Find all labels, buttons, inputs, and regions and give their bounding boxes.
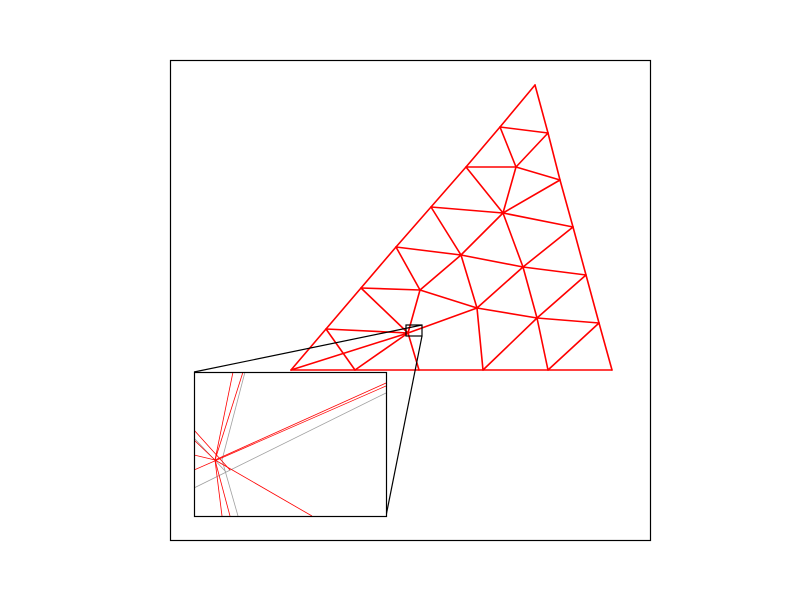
inset-mesh-edge <box>214 459 231 516</box>
mesh-edge <box>536 274 587 319</box>
zoom-connector-bottom <box>385 335 423 517</box>
mesh-edge <box>460 254 478 309</box>
inset-mesh-edge <box>214 372 234 461</box>
inset-mesh-edge <box>194 454 216 461</box>
mesh-edge <box>407 289 421 334</box>
inset-reference-edge <box>194 392 386 489</box>
mesh-edge <box>325 287 362 330</box>
mesh-edge <box>559 179 574 228</box>
mesh-edge <box>536 317 549 371</box>
mesh-edge <box>290 332 409 371</box>
mesh-edge <box>360 287 409 334</box>
mesh-edge <box>290 328 327 371</box>
mesh-edge <box>534 84 549 134</box>
mesh-edge <box>360 246 397 289</box>
mesh-edge <box>547 132 561 181</box>
inset-mesh-edge <box>214 372 244 461</box>
mesh-edge <box>476 266 524 309</box>
inset-mesh-edge <box>214 382 386 461</box>
mesh-edge <box>499 126 549 134</box>
mesh-edge <box>419 254 462 291</box>
mesh-edge <box>502 166 517 214</box>
zoom-inset <box>193 371 388 518</box>
inset-mesh-edge <box>194 385 386 471</box>
inset-background <box>194 372 386 516</box>
mesh-edge <box>395 206 432 248</box>
inset-mesh-edge <box>214 459 313 516</box>
mesh-edge <box>522 226 574 268</box>
mesh-edge <box>502 212 574 228</box>
axes-frame <box>169 59 652 542</box>
zoom-connector-top <box>193 324 423 373</box>
mesh-edge <box>395 246 421 291</box>
inset-reference-edge <box>221 372 246 461</box>
mesh-edge <box>499 126 517 168</box>
mesh-edge <box>460 212 504 256</box>
inset-mesh-detail <box>194 372 386 516</box>
mesh-edge <box>430 166 467 208</box>
mesh-edge <box>572 226 587 276</box>
mesh-edge <box>465 126 501 168</box>
zoom-region-box <box>405 324 423 337</box>
inset-reference-edge <box>221 459 239 516</box>
mesh-edge <box>499 84 536 128</box>
mesh-edge <box>325 328 409 334</box>
mesh-edge <box>536 317 600 324</box>
mesh-edge <box>325 328 356 371</box>
mesh-edge <box>598 322 613 371</box>
mesh-edge <box>515 132 549 168</box>
mesh-edge <box>502 212 524 268</box>
mesh-edge <box>585 274 600 324</box>
mesh-edge <box>465 166 504 214</box>
mesh-edge <box>502 179 561 214</box>
inset-mesh-edge <box>194 439 216 461</box>
inset-frame <box>193 371 388 518</box>
mesh-edge <box>522 266 538 319</box>
mesh-edge <box>547 322 600 371</box>
mesh-edge <box>407 332 420 371</box>
mesh-edge <box>515 166 561 181</box>
mesh-edge <box>522 266 587 276</box>
mesh-edge <box>476 307 538 319</box>
mesh-edge <box>360 287 421 291</box>
inset-mesh-edge <box>214 459 223 516</box>
mesh-edge <box>482 317 538 371</box>
mesh-edge <box>430 206 462 256</box>
mesh-edge <box>476 307 484 371</box>
mesh-edge <box>430 206 504 214</box>
mesh-edge <box>354 332 409 371</box>
mesh-edge <box>460 254 524 268</box>
mesh-edge <box>407 307 478 334</box>
triangle-mesh <box>290 84 613 371</box>
inset-mesh-edge <box>194 429 231 471</box>
mesh-edge <box>419 289 478 309</box>
mesh-edge <box>395 246 462 256</box>
